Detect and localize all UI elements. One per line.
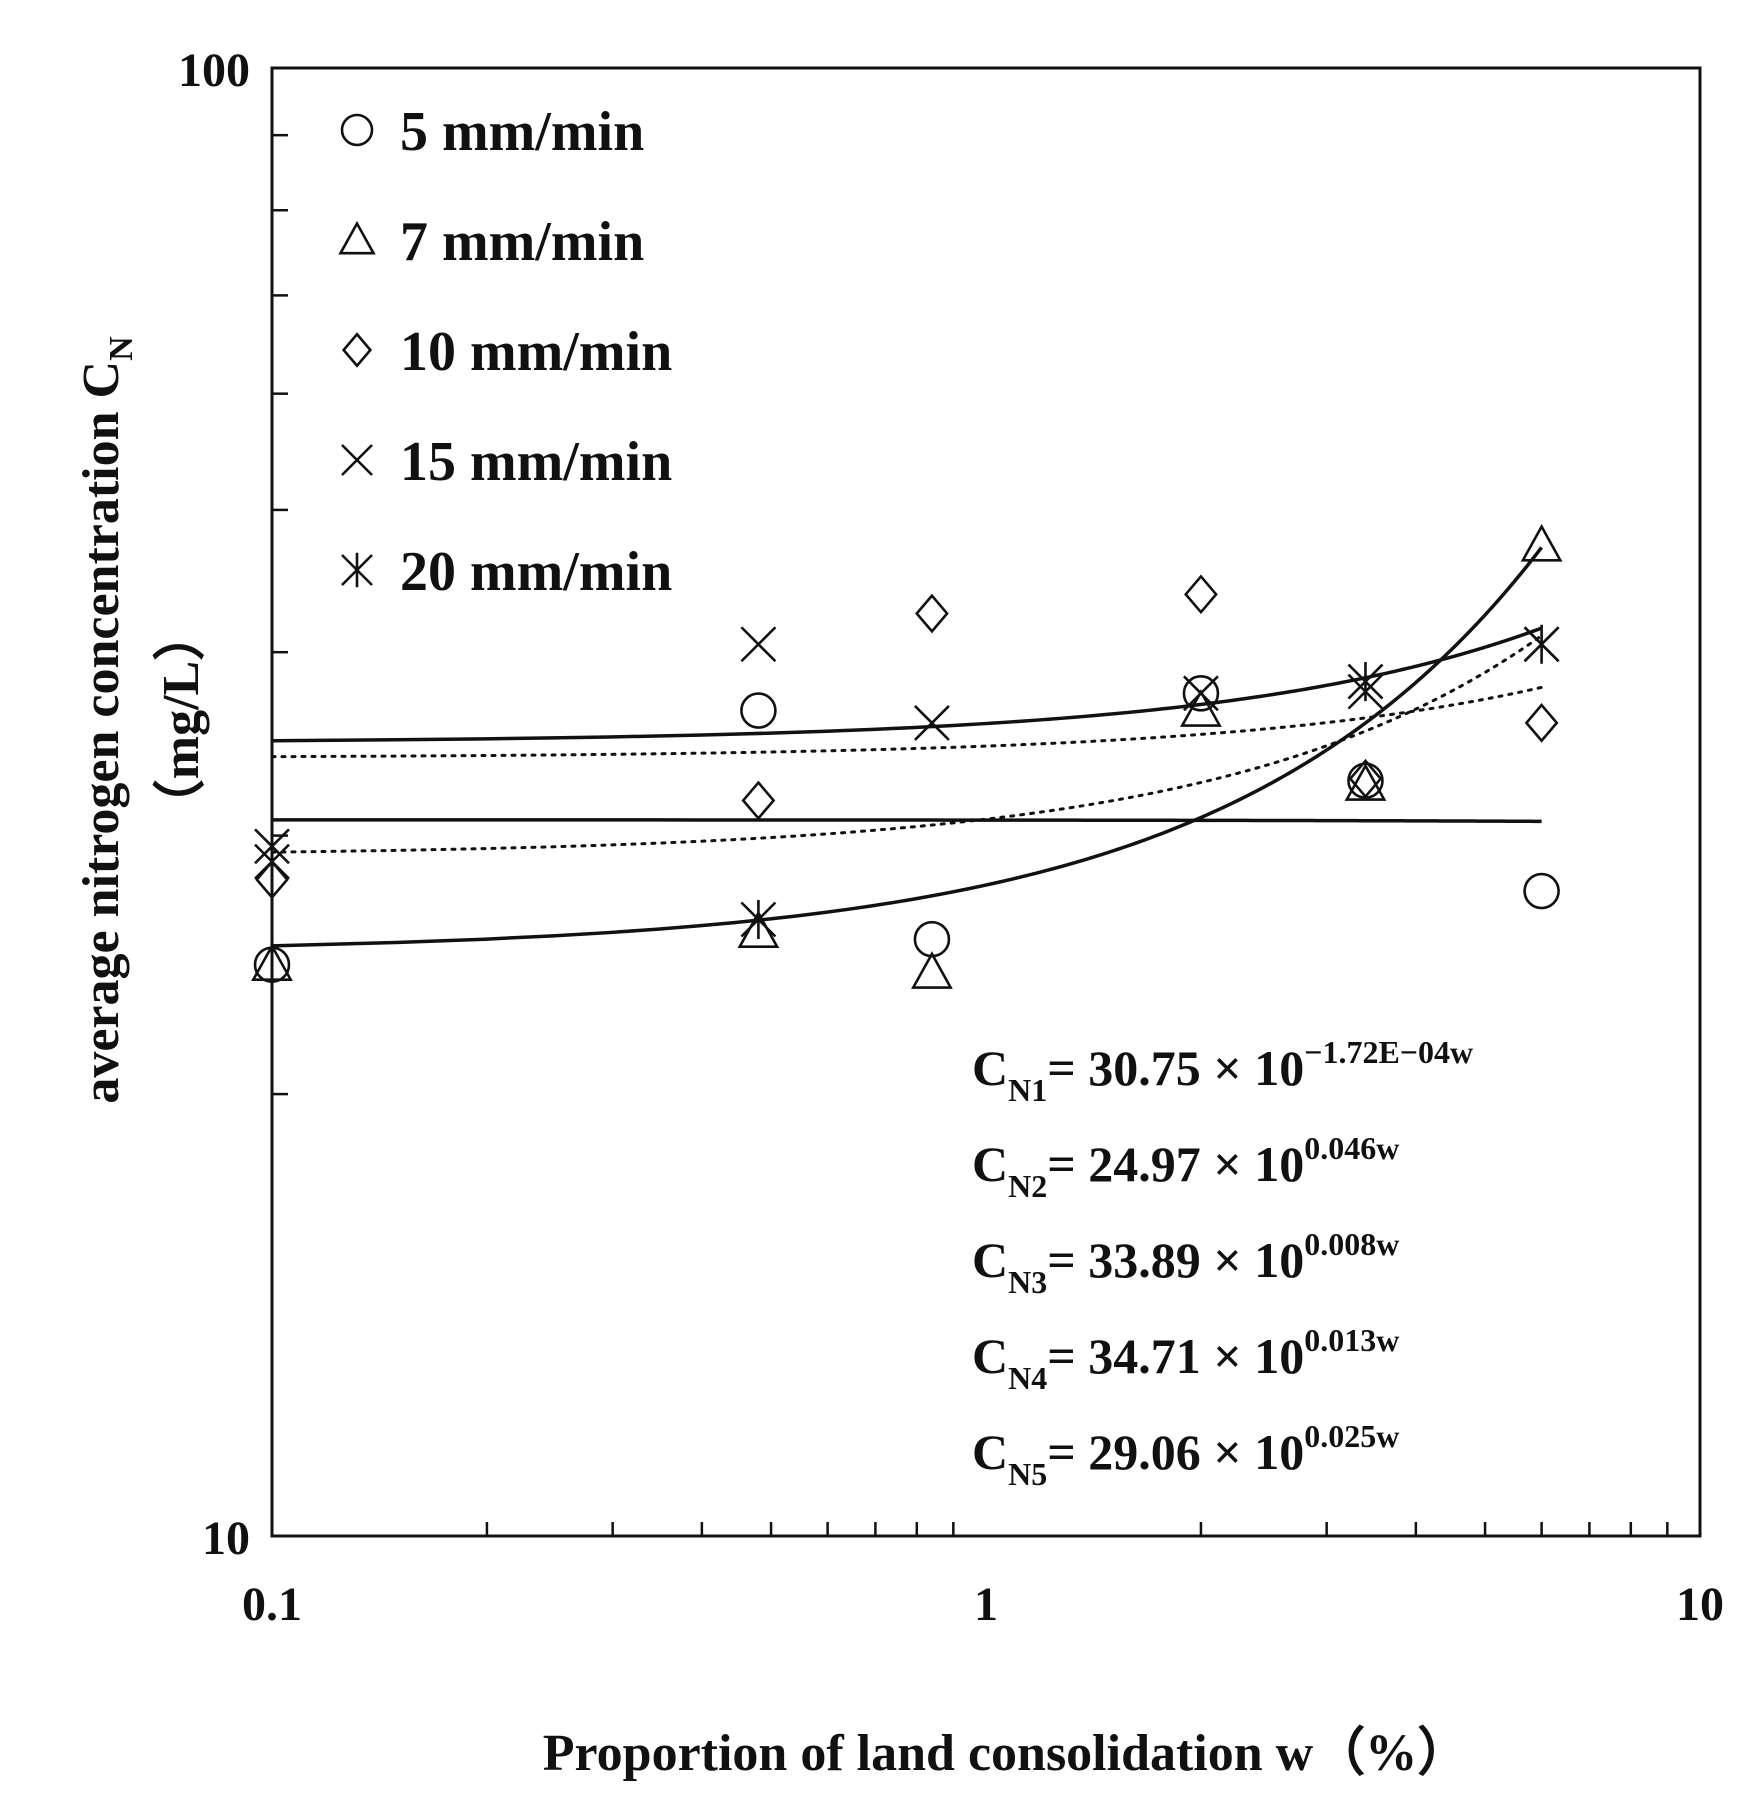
point-asterisk: [254, 842, 290, 882]
point-x: [914, 704, 950, 741]
plot-area: [270, 66, 1702, 1538]
legend-marker-circle: [340, 113, 374, 147]
legend-label: 15 mm/min: [400, 431, 672, 493]
legend-marker-asterisk: [341, 552, 373, 588]
equation-n2: CN2= 24.97 × 100.046w: [972, 1130, 1399, 1204]
point-triangle: [1520, 523, 1563, 562]
fit-curve-cn4: [271, 626, 1543, 743]
point-triangle: [1344, 763, 1387, 801]
plot-frame: [270, 66, 1702, 1538]
point-x: [1183, 675, 1219, 712]
fit-curve-cn3: [270, 685, 1544, 759]
point-diamond: [255, 859, 289, 900]
legend-marker-diamond: [341, 332, 373, 368]
equation-n5: CN5= 29.06 × 100.025w: [972, 1418, 1399, 1492]
legend-label: 7 mm/min: [400, 211, 644, 273]
fit-curve-cn2: [271, 546, 1543, 948]
legend-label: 5 mm/min: [400, 101, 644, 163]
fit-curve-cn1: [271, 818, 1542, 824]
y-tick-label: 100: [178, 44, 250, 97]
equation-n4: CN4= 34.71 × 100.013w: [972, 1322, 1399, 1396]
point-circle: [740, 692, 777, 729]
fit-equations: CN1= 30.75 × 10−1.72E−04w CN2= 24.97 × 10…: [972, 1034, 1473, 1492]
point-circle: [1182, 675, 1220, 712]
fit-curve-cn5: [270, 634, 1544, 854]
legend-label: 10 mm/min: [400, 321, 672, 383]
point-diamond: [741, 780, 776, 821]
y-axis-unit: （mg/L）: [152, 609, 210, 831]
point-diamond: [915, 593, 949, 634]
x-axis-title: Proportion of land consolidation w（%）: [543, 1724, 1469, 1782]
point-asterisk: [1347, 661, 1384, 702]
point-circle: [913, 920, 951, 958]
point-triangle: [911, 951, 953, 989]
fit-curves: [270, 546, 1544, 948]
point-circle: [1523, 872, 1560, 910]
legend-marker-x: [341, 444, 373, 476]
equation-n1: CN1= 30.75 × 10−1.72E−04w: [972, 1034, 1473, 1108]
y-axis-title: average nitrogen concentration CN: [73, 336, 140, 1104]
point-triangle: [251, 943, 293, 981]
point-asterisk: [740, 899, 777, 940]
point-diamond: [1524, 703, 1559, 743]
legend: 5 mm/min 7 mm/min 10 mm/min 15 mm/min 20 mm/…: [338, 101, 672, 603]
x-tick-label: 10: [1676, 1578, 1724, 1631]
data-points: [251, 523, 1563, 989]
point-asterisk: [1523, 624, 1560, 664]
point-x: [740, 626, 777, 663]
y-tick-label: 10: [202, 1512, 250, 1565]
legend-marker-triangle: [338, 220, 376, 255]
tick-labels: 0.1 1 10 10 100: [178, 44, 1724, 1631]
x-tick-label: 0.1: [242, 1578, 302, 1631]
point-diamond: [1348, 758, 1383, 799]
legend-label: 20 mm/min: [400, 541, 672, 603]
x-tick-label: 1: [974, 1578, 998, 1631]
point-diamond: [1184, 574, 1218, 615]
equation-n3: CN3= 33.89 × 100.008w: [972, 1226, 1399, 1300]
point-triangle: [1180, 689, 1222, 727]
